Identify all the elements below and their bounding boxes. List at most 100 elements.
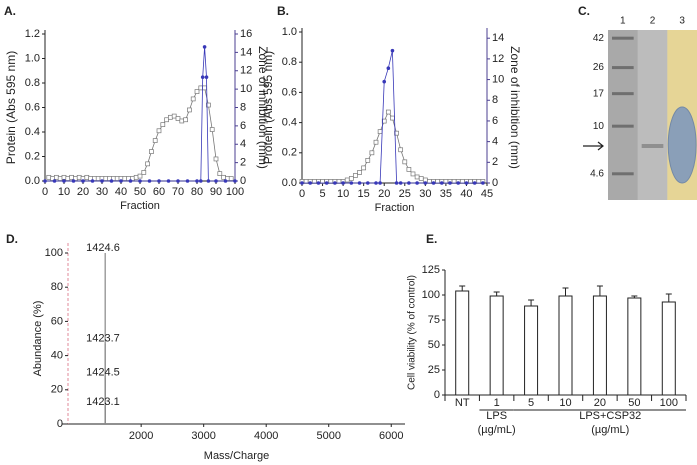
x-tick-label: 100	[660, 397, 678, 409]
data-point	[472, 181, 477, 185]
x-tick-label: 90	[210, 186, 222, 198]
x-tick-label: 50	[628, 397, 640, 409]
data-point	[152, 138, 158, 143]
data-point	[456, 181, 461, 185]
y2-tick-label: 12	[240, 65, 252, 77]
y-tick-label: 0	[434, 389, 440, 401]
data-point	[365, 158, 371, 163]
data-point	[390, 48, 395, 53]
band-arrow	[583, 141, 604, 151]
y-tick-label: 0.0	[25, 175, 40, 187]
y2-tick-label: 2	[492, 156, 498, 168]
x-tick-label: 30	[96, 186, 108, 198]
data-point	[160, 122, 166, 128]
x-tick-label: 100	[226, 186, 244, 198]
data-point	[373, 139, 379, 145]
data-point	[141, 170, 147, 175]
y-tick-label: 0.4	[25, 126, 40, 138]
data-point	[415, 181, 419, 185]
y-tick-label: 50	[428, 339, 440, 351]
marker-label: 26	[593, 62, 605, 73]
y-tick-label: 1.2	[25, 28, 40, 40]
data-point	[202, 45, 207, 49]
panel-label: A.	[4, 4, 16, 18]
data-point	[316, 181, 321, 185]
error-bar	[596, 285, 603, 296]
data-point	[176, 179, 180, 183]
x-tick-label: 30	[419, 188, 431, 200]
lane-label: 2	[650, 16, 656, 27]
data-point	[138, 179, 142, 183]
data-point	[119, 179, 123, 183]
data-point	[133, 174, 139, 180]
y2-tick-label: 10	[492, 73, 504, 85]
x-tick-label: 3000	[191, 430, 215, 442]
data-point	[122, 176, 128, 181]
x-tick-label: 45	[481, 188, 493, 200]
x-tick-label: 10	[559, 397, 571, 409]
x-tick-label: 0	[299, 188, 305, 200]
y2-tick-label: 0	[240, 175, 246, 187]
bar	[558, 295, 573, 396]
data-point	[448, 181, 452, 185]
x-tick-label: 35	[440, 188, 452, 200]
data-point	[390, 115, 395, 121]
panel-label: E.	[426, 232, 437, 246]
data-point	[81, 179, 85, 183]
data-point	[223, 179, 228, 183]
data-point	[398, 181, 403, 185]
data-point	[221, 174, 226, 180]
group-label: LPS	[486, 410, 507, 422]
data-point	[217, 171, 223, 176]
x-axis-label: Mass/Charge	[204, 450, 269, 462]
data-point	[195, 179, 199, 183]
y-axis-label: Protein (Abs 595 nm)	[261, 51, 275, 164]
data-point	[171, 113, 177, 119]
data-point	[114, 176, 120, 181]
data-point	[357, 181, 362, 185]
data-point	[204, 75, 209, 79]
bar	[455, 290, 470, 396]
y-tick-label: 80	[51, 281, 63, 293]
y2-tick-label: 14	[492, 32, 504, 44]
y2-tick-label: 6	[492, 115, 498, 127]
x-tick-label: 20	[378, 188, 390, 200]
data-point	[374, 181, 378, 185]
data-point	[200, 75, 205, 79]
x-tick-label: 40	[460, 188, 472, 200]
y2-axis-label: Zone of inhibition (mm)	[256, 46, 270, 169]
lane-label: 1	[620, 16, 626, 27]
y2-tick-label: 8	[240, 101, 246, 113]
data-point	[353, 173, 358, 178]
y-tick-label: 40	[51, 350, 63, 362]
marker-band	[612, 36, 634, 40]
marker-band	[612, 124, 634, 128]
bar	[524, 305, 539, 396]
y-tick-label: 125	[422, 264, 440, 276]
y2-tick-label: 12	[492, 53, 504, 65]
marker-label: 4.6	[590, 168, 604, 179]
peak-label: 1424.6	[86, 242, 120, 254]
marker-label: 17	[593, 88, 605, 99]
data-point	[164, 117, 169, 123]
data-point	[382, 79, 387, 84]
x-tick-label: 40	[115, 186, 127, 198]
x-tick-label: 15	[358, 188, 370, 200]
data-point	[84, 174, 90, 180]
error-bar	[562, 287, 569, 296]
x-tick-label: 10	[337, 188, 349, 200]
error-bar	[665, 293, 672, 302]
y-axis-label: Cell viability (% of control)	[407, 275, 418, 390]
data-point	[194, 89, 200, 94]
data-point	[228, 176, 234, 181]
data-point	[481, 181, 485, 185]
y-tick-label: 1.0	[282, 26, 297, 38]
group-unit: (µg/mL)	[478, 424, 516, 436]
data-point	[431, 181, 436, 185]
y2-tick-label: 8	[492, 94, 498, 106]
protein-band	[641, 144, 664, 148]
x-tick-label: 5000	[316, 430, 340, 442]
y-tick-label: 0.6	[282, 86, 297, 98]
inhibition-zone	[667, 106, 697, 184]
